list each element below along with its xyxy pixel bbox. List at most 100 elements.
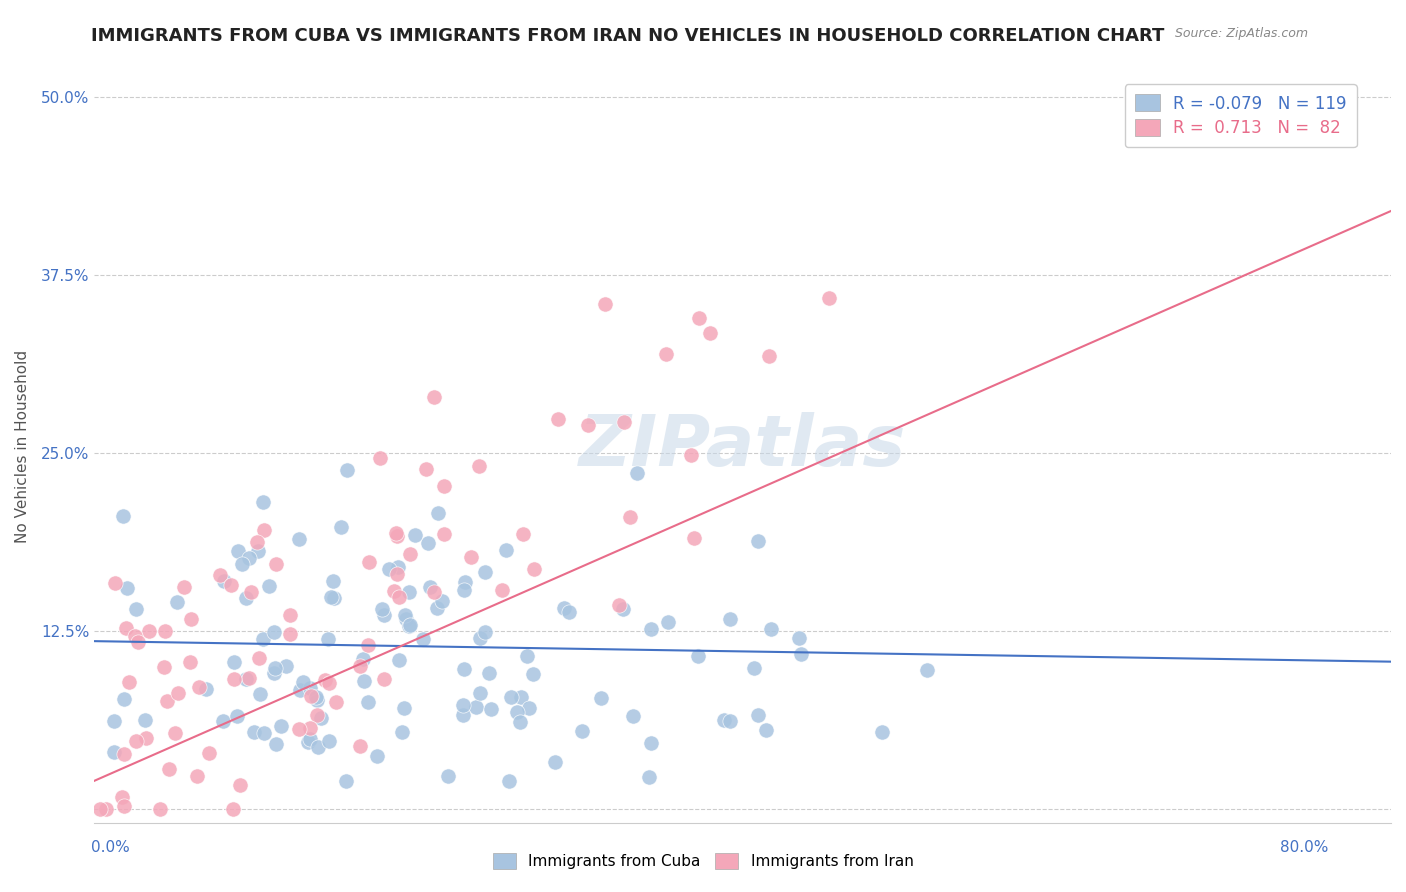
Point (433, 526, 456, 541)
Point (305, 690, 328, 704)
Point (395, 612, 418, 626)
Point (423, 585, 446, 599)
Point (103, 714, 125, 728)
Point (638, 770, 661, 784)
Point (430, 594, 453, 608)
Point (153, 624, 176, 638)
Point (112, 508, 135, 523)
Point (391, 724, 413, 739)
Text: ZIPatlas: ZIPatlas (579, 411, 907, 481)
Point (699, 326, 721, 340)
Point (253, 523, 276, 537)
Point (94, 802, 117, 816)
Point (718, 612, 741, 626)
Point (437, 769, 460, 783)
Point (316, 632, 339, 647)
Point (787, 632, 810, 646)
Point (127, 635, 149, 649)
Point (291, 675, 314, 690)
Point (103, 745, 125, 759)
Point (747, 708, 769, 723)
Point (353, 673, 375, 688)
Point (263, 666, 285, 681)
Text: 0.0%: 0.0% (91, 840, 131, 855)
Point (426, 601, 449, 615)
Point (747, 534, 769, 549)
Point (349, 739, 371, 753)
Point (399, 547, 422, 561)
Point (278, 608, 301, 623)
Point (915, 664, 938, 678)
Point (394, 607, 416, 622)
Point (377, 562, 399, 576)
Point (330, 520, 353, 534)
Point (349, 659, 371, 673)
Point (657, 615, 679, 629)
Point (388, 653, 411, 667)
Point (194, 682, 217, 697)
Point (197, 746, 219, 760)
Point (336, 463, 359, 477)
Point (427, 506, 450, 520)
Point (688, 648, 710, 663)
Point (118, 675, 141, 690)
Point (125, 734, 148, 748)
Point (212, 714, 235, 728)
Point (681, 448, 703, 462)
Point (593, 297, 616, 311)
Point (479, 701, 502, 715)
Point (460, 549, 482, 564)
Point (307, 740, 329, 755)
Point (288, 682, 311, 697)
Point (470, 632, 492, 646)
Point (222, 802, 245, 816)
Point (371, 602, 394, 616)
Point (112, 798, 135, 813)
Point (506, 705, 529, 719)
Point (264, 557, 287, 571)
Point (149, 802, 172, 816)
Point (325, 695, 347, 709)
Point (451, 698, 474, 713)
Point (547, 412, 569, 426)
Point (523, 562, 546, 576)
Point (319, 590, 342, 604)
Point (226, 544, 249, 558)
Point (619, 509, 641, 524)
Point (498, 773, 520, 788)
Point (124, 629, 146, 643)
Point (138, 624, 160, 638)
Point (758, 349, 780, 363)
Point (387, 560, 409, 574)
Point (134, 713, 156, 727)
Point (264, 737, 287, 751)
Point (387, 590, 409, 604)
Point (478, 665, 501, 680)
Point (165, 726, 187, 740)
Point (509, 714, 531, 729)
Point (276, 659, 298, 673)
Point (872, 725, 894, 739)
Point (640, 736, 662, 750)
Point (626, 467, 648, 481)
Point (519, 701, 541, 715)
Point (640, 622, 662, 636)
Point (135, 731, 157, 745)
Point (243, 725, 266, 739)
Point (755, 723, 778, 737)
Point (468, 686, 491, 700)
Point (453, 662, 475, 676)
Point (474, 625, 496, 640)
Text: 80.0%: 80.0% (1281, 840, 1329, 855)
Point (373, 607, 395, 622)
Point (398, 584, 420, 599)
Point (322, 591, 344, 606)
Point (392, 701, 415, 715)
Point (370, 451, 392, 466)
Point (112, 691, 135, 706)
Point (744, 661, 766, 675)
Point (404, 527, 426, 541)
Point (209, 568, 232, 582)
Point (416, 536, 439, 550)
Point (112, 747, 135, 762)
